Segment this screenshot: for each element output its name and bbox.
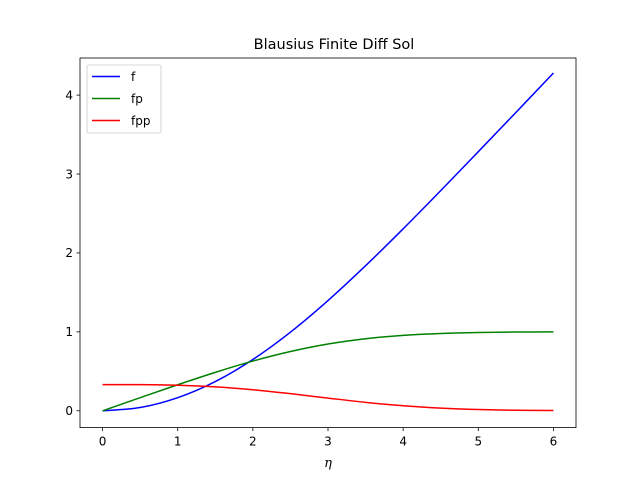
x-tick-label: 3 bbox=[324, 435, 332, 449]
y-tick-label: 1 bbox=[65, 325, 73, 339]
y-tick-label: 2 bbox=[65, 246, 73, 260]
x-tick-label: 1 bbox=[174, 435, 182, 449]
x-tick-label: 0 bbox=[99, 435, 107, 449]
x-tick-label: 5 bbox=[474, 435, 482, 449]
legend-label-fp: fp bbox=[131, 92, 143, 106]
y-tick-label: 4 bbox=[65, 88, 73, 102]
series-line-f bbox=[102, 72, 554, 412]
x-axis-label: η bbox=[324, 456, 332, 471]
series-line-fpp bbox=[102, 383, 554, 412]
legend-label-fpp: fpp bbox=[131, 114, 150, 128]
legend: f fp fpp bbox=[86, 64, 162, 134]
x-tick-label: 4 bbox=[399, 435, 407, 449]
y-tick-label: 3 bbox=[65, 167, 73, 181]
legend-label-f: f bbox=[131, 70, 136, 84]
legend-box bbox=[86, 64, 162, 134]
x-tick-label: 6 bbox=[550, 435, 558, 449]
plot-area bbox=[102, 72, 554, 412]
y-axis: 0 1 2 3 4 bbox=[65, 88, 80, 418]
x-axis: 0 1 2 3 4 5 6 bbox=[99, 427, 558, 449]
chart-title: Blausius Finite Diff Sol bbox=[254, 37, 415, 53]
y-tick-label: 0 bbox=[65, 404, 73, 418]
x-tick-label: 2 bbox=[249, 435, 257, 449]
